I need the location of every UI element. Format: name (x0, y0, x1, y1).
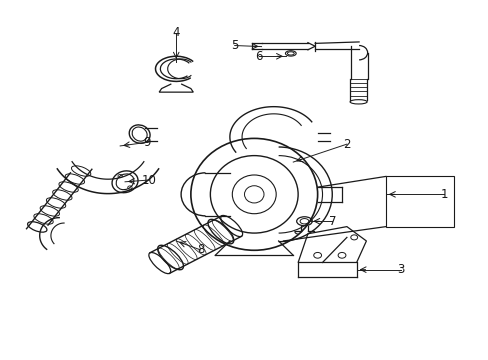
Bar (385, 176, 453, 226)
Text: 7: 7 (328, 215, 335, 228)
Text: 9: 9 (143, 136, 150, 149)
Text: 2: 2 (343, 138, 350, 150)
Text: 6: 6 (255, 50, 263, 63)
Text: 3: 3 (396, 263, 404, 276)
Text: 8: 8 (197, 243, 204, 256)
Text: 5: 5 (231, 39, 238, 52)
Text: 10: 10 (142, 174, 157, 186)
Text: 4: 4 (172, 27, 180, 40)
Text: 1: 1 (440, 188, 447, 201)
